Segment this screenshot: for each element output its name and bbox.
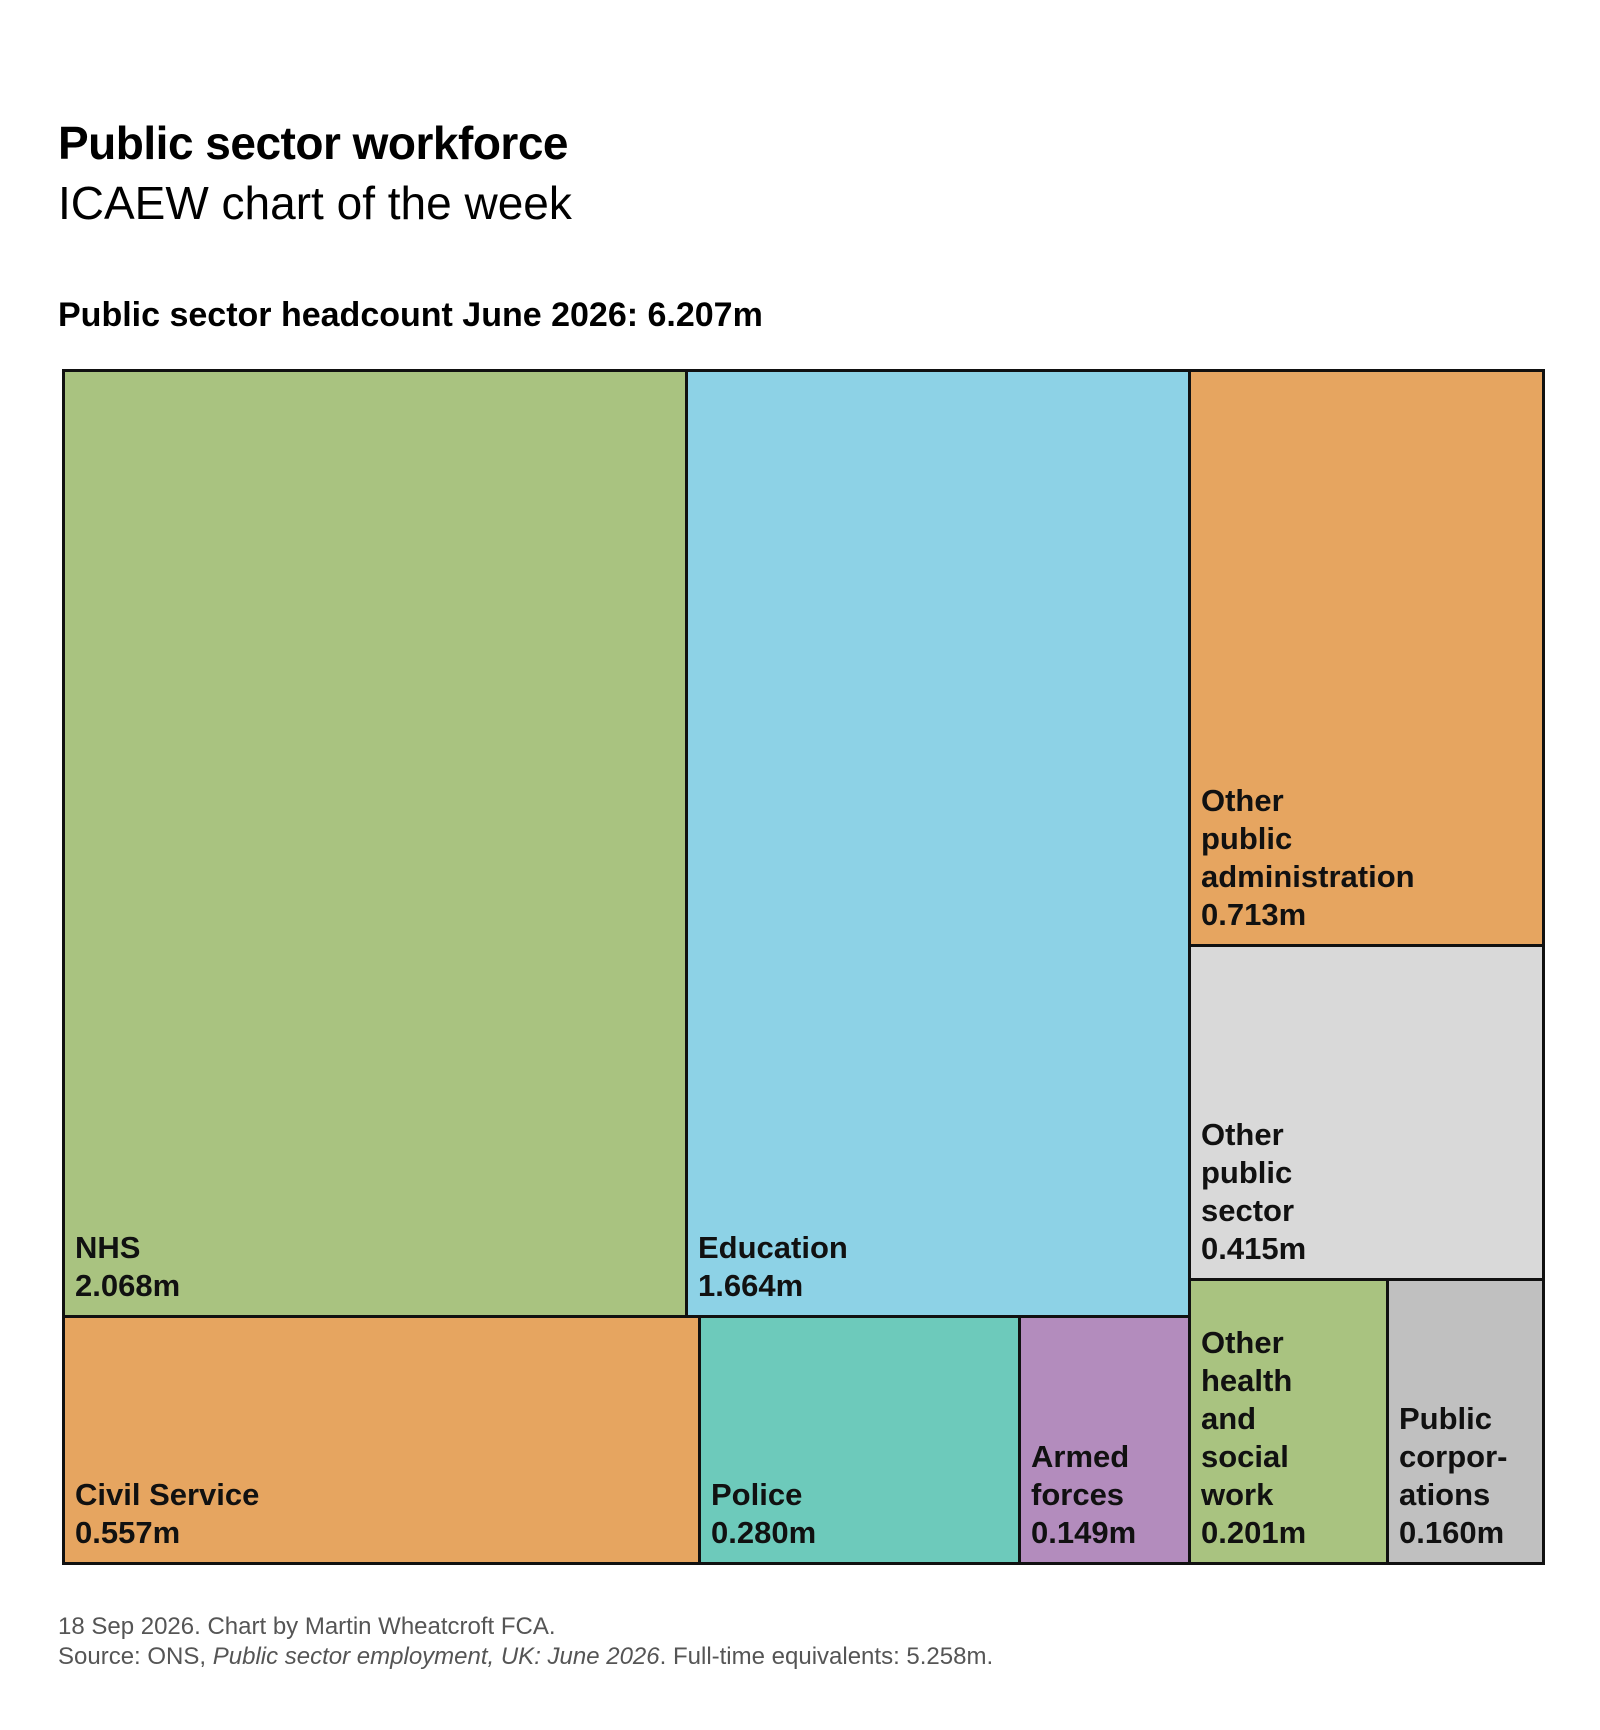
footer-source: Source: ONS, Public sector employment, U… [58, 1642, 993, 1672]
cell-category-line: Other [1201, 1325, 1284, 1360]
cell-label-other-public-administration: Other public administration 0.713m [1201, 782, 1415, 934]
cell-label-public-corporations: Public corpor-ations 0.160m [1399, 1400, 1508, 1552]
treemap-cell-public-corporations: Public corpor-ations 0.160m [1386, 1278, 1545, 1565]
cell-category-line: forces [1031, 1477, 1125, 1512]
cell-category-line: work [1201, 1477, 1274, 1512]
treemap-cell-other-public-sector: Other public sector 0.415m [1188, 944, 1545, 1281]
source-suffix: . Full-time equivalents: 5.258m. [659, 1643, 994, 1670]
cell-label-police: Police 0.280m [711, 1476, 816, 1552]
treemap-cell-nhs: NHS 2.068m [62, 369, 688, 1318]
cell-label-education: Education 1.664m [698, 1229, 848, 1305]
cell-value: 0.201m [1201, 1515, 1307, 1550]
cell-category-line: Armed [1031, 1439, 1130, 1474]
treemap: NHS 2.068m Education 1.664m Other public admin… [62, 369, 1545, 1565]
cell-label-armed-forces: Armed forces 0.149m [1031, 1438, 1136, 1552]
source-prefix: Source: ONS, [58, 1643, 213, 1670]
cell-category-line: Other [1201, 1117, 1284, 1152]
cell-value: 0.280m [711, 1515, 817, 1550]
cell-value: 0.713m [1201, 897, 1307, 932]
cell-category-line: public [1201, 821, 1293, 856]
cell-label-other-health-and-social-work: Other health and social work 0.201m [1201, 1324, 1306, 1552]
footer-credit: 18 Sep 2026. Chart by Martin Wheatcroft … [58, 1613, 556, 1640]
cell-category-line: public [1201, 1155, 1293, 1190]
source-title: Public sector employment, UK: June 2026 [212, 1643, 660, 1670]
cell-category-line: sector [1201, 1193, 1295, 1228]
cell-label-other-public-sector: Other public sector 0.415m [1201, 1116, 1306, 1268]
cell-value: 2.068m [75, 1268, 181, 1303]
chart-title: Public sector workforce [58, 117, 569, 169]
cell-value: 0.160m [1399, 1515, 1505, 1550]
cell-category-line: NHS [75, 1230, 141, 1265]
cell-category-line: Civil Service [75, 1477, 260, 1512]
chart-subtitle: ICAEW chart of the week [58, 177, 572, 229]
cell-value: 1.664m [698, 1268, 804, 1303]
cell-category-line: health [1201, 1363, 1293, 1398]
cell-value: 0.149m [1031, 1515, 1137, 1550]
cell-category-line: Public [1399, 1401, 1493, 1436]
cell-value: 0.557m [75, 1515, 181, 1550]
cell-category-line: Police [711, 1477, 803, 1512]
cell-category-line: Education [698, 1230, 848, 1265]
treemap-cell-civil-service: Civil Service 0.557m [62, 1315, 701, 1565]
cell-category-line: and [1201, 1401, 1257, 1436]
cell-category-line: corpor- [1399, 1439, 1508, 1474]
treemap-cell-education: Education 1.664m [685, 369, 1191, 1318]
cell-value: 0.415m [1201, 1231, 1307, 1266]
cell-category-line: ations [1399, 1477, 1491, 1512]
headcount-headline: Public sector headcount June 2026: 6.207… [58, 296, 763, 334]
cell-label-nhs: NHS 2.068m [75, 1229, 180, 1305]
treemap-cell-other-health-and-social-work: Other health and social work 0.201m [1188, 1278, 1389, 1565]
cell-label-civil-service: Civil Service 0.557m [75, 1476, 259, 1552]
cell-category-line: social [1201, 1439, 1289, 1474]
cell-category-line: administration [1201, 859, 1415, 894]
treemap-cell-other-public-administration: Other public administration 0.713m [1188, 369, 1545, 947]
cell-category-line: Other [1201, 783, 1284, 818]
treemap-cell-armed-forces: Armed forces 0.149m [1018, 1315, 1191, 1565]
treemap-cell-police: Police 0.280m [698, 1315, 1021, 1565]
footer: 18 Sep 2026. Chart by Martin Wheatcroft … [58, 1612, 993, 1672]
